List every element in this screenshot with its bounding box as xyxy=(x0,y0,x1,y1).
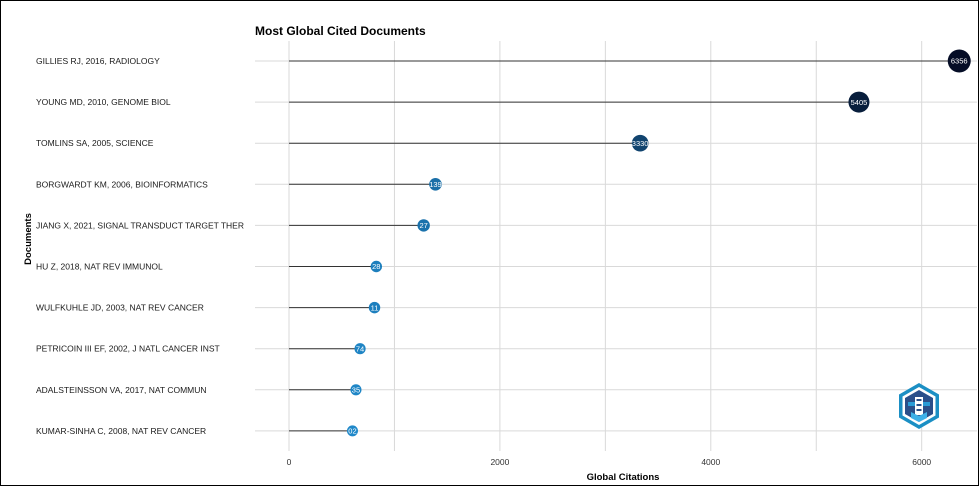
x-tick-label: 2000 xyxy=(490,457,509,467)
y-tick-label: WULFKUHLE JD, 2003, NAT REV CANCER xyxy=(36,303,204,313)
dot xyxy=(346,425,358,437)
dot xyxy=(429,177,442,191)
y-tick-label: GILLIES RJ, 2016, RADIOLOGY xyxy=(36,56,160,66)
bibliometrix-logo-icon xyxy=(899,383,939,429)
y-tick-label: JIANG X, 2021, SIGNAL TRANSDUCT TARGET T… xyxy=(36,220,244,230)
data-label: 6356 xyxy=(951,57,968,66)
data-label: 02 xyxy=(348,427,356,436)
y-tick-label: TOMLINS SA, 2005, SCIENCE xyxy=(36,138,154,148)
data-label: 35 xyxy=(352,386,360,395)
x-tick-label: 4000 xyxy=(701,457,720,467)
data-label: 74 xyxy=(356,344,364,353)
x-axis-title: Global Citations xyxy=(587,472,660,483)
y-tick-label: HU Z, 2018, NAT REV IMMUNOL xyxy=(36,262,163,272)
dot xyxy=(370,260,383,273)
dot xyxy=(417,219,430,232)
y-tick-label: ADALSTEINSSON VA, 2017, NAT COMMUN xyxy=(36,385,207,395)
y-axis-title: Documents xyxy=(23,213,34,265)
x-tick-labels: 0 2000 4000 6000 xyxy=(287,457,932,467)
stems xyxy=(289,60,960,432)
dot xyxy=(368,301,381,314)
y-tick-label: YOUNG MD, 2010, GENOME BIOL xyxy=(36,97,171,107)
data-label: 11 xyxy=(371,303,379,312)
x-tick-label: 0 xyxy=(287,457,292,467)
y-tick-label: KUMAR-SINHA C, 2008, NAT REV CANCER xyxy=(36,426,206,436)
dot xyxy=(848,91,870,113)
y-tick-label: PETRICOIN III EF, 2002, J NATL CANCER IN… xyxy=(36,344,220,354)
data-label: 5405 xyxy=(851,98,868,107)
data-label: 27 xyxy=(419,221,427,230)
dot xyxy=(350,384,362,396)
x-tick-label: 6000 xyxy=(912,457,931,467)
y-tick-labels: GILLIES RJ, 2016, RADIOLOGY YOUNG MD, 201… xyxy=(36,56,244,436)
dot xyxy=(947,49,971,73)
dot xyxy=(631,134,649,152)
y-tick-label: BORGWARDT KM, 2006, BIOINFORMATICS xyxy=(36,179,208,189)
data-label: 139 xyxy=(429,180,442,189)
data-label: 3330 xyxy=(632,139,649,148)
dot xyxy=(354,343,366,355)
data-label: 28 xyxy=(372,262,380,271)
chart-title: Most Global Cited Documents xyxy=(255,24,426,38)
dots: 6356 5405 3330 139 27 28 11 74 35 02 xyxy=(346,49,971,437)
